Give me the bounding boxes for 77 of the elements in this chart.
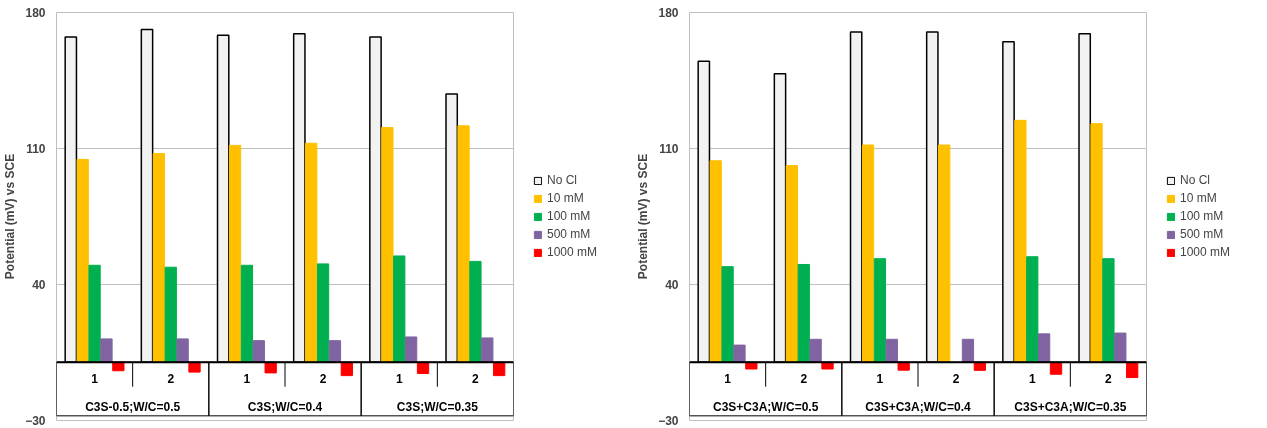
x-tick-label: 1 [243,371,251,386]
bar [264,361,277,374]
legend-label: 500 mM [547,227,591,241]
bar [721,266,734,363]
legend-label: 1000 mM [1180,245,1231,259]
bar [76,158,89,363]
bar [733,344,746,363]
bar [316,263,330,363]
x-tick-label: 1 [724,371,732,386]
annotation: C3S;W/C=0.4 [247,399,323,414]
bar [328,340,342,363]
bar [1102,258,1115,363]
bar [228,144,242,363]
x-tick-label: 2 [167,371,175,386]
annotation: C3S+C3A;W/C=0.35 [1014,399,1127,414]
bar [305,142,318,363]
x-tick-label: 2 [1105,371,1113,386]
legend-label: 10 mM [547,191,584,205]
bar [100,338,113,363]
y-axis-title: Potential (mV) vs SCE [3,153,18,280]
legend-label: No Cl [547,173,578,187]
bar [797,263,810,363]
annotation: C3S;W/C=0.35 [396,399,479,414]
y-tick-label: 110 [26,142,46,156]
bar [709,160,722,363]
bar [381,127,394,363]
x-tick-label: 1 [395,371,403,386]
bar [164,266,177,363]
x-tick-label: 1 [876,371,884,386]
legend-label: No Cl [1180,173,1211,187]
bar [1037,333,1051,363]
y-tick-label: 180 [25,6,46,20]
bar [188,361,201,373]
x-tick-label: 2 [952,371,960,386]
legend-label: 500 mM [1180,227,1224,241]
bar [1114,332,1127,363]
bar [252,340,265,363]
y-tick-label: −30 [25,414,46,428]
y-tick-label: −30 [658,414,679,428]
bar [885,338,898,363]
legend-label: 10 mM [1180,191,1217,205]
legend-label: 1000 mM [547,245,598,259]
x-tick-label: 2 [472,371,480,386]
bar [809,338,822,363]
bar [1049,361,1063,375]
bar [1026,256,1039,363]
bar [152,153,166,363]
legend-label: 100 mM [547,209,591,223]
bar [861,144,875,363]
annotation: C3S+C3A;W/C=0.5 [712,399,819,414]
y-axis-title: Potential (mV) vs SCE [636,153,651,280]
x-tick-label: 1 [1028,371,1036,386]
bar [240,264,254,363]
annotation: C3S-0.5;W/C=0.5 [85,399,181,414]
y-tick-label: 110 [659,142,679,156]
bar [469,260,482,363]
x-tick-label: 2 [800,371,808,386]
bar [873,258,887,363]
y-tick-label: 40 [665,278,679,292]
bar [88,264,101,363]
bar [393,255,406,363]
bar [176,338,189,363]
annotation: C3S+C3A;W/C=0.4 [865,399,972,414]
bar [1014,119,1027,363]
bar [457,125,470,363]
x-tick-label: 1 [91,371,99,386]
legend-label: 100 mM [1180,209,1224,223]
bar [785,165,799,363]
bar [938,144,951,363]
bar [1090,123,1103,363]
x-tick-label: 2 [319,371,327,386]
bar [404,336,418,363]
y-tick-label: 40 [32,278,46,292]
y-tick-label: 180 [658,6,679,20]
bar [481,337,494,363]
bar [961,338,975,363]
bar [1126,361,1139,379]
